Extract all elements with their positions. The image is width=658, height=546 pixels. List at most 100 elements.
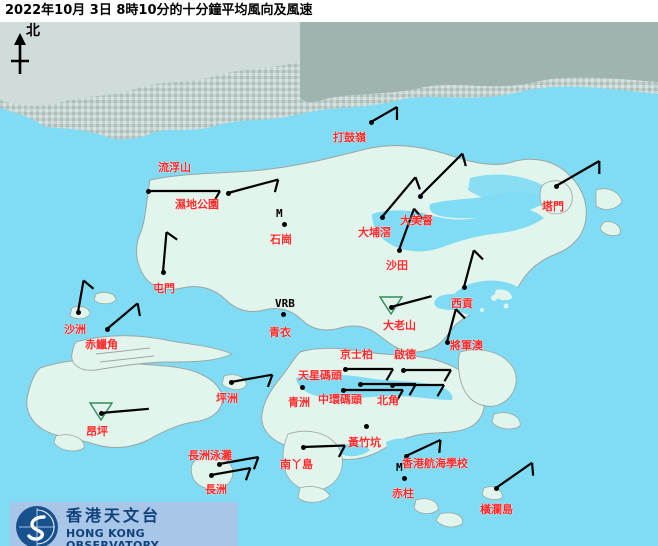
wind-map-canvas[interactable]: 流浮山 濕地公園 打鼓嶺 M 石崗 大美督 大埔滘 沙田 塔門 西貢 將軍澳 屯門 沙洲 赤鱲角 昂坪 坪洲 V… <box>0 22 658 546</box>
station-label: 大美督 <box>400 214 433 227</box>
wind-barb-flag <box>82 279 95 290</box>
hko-logo: 香港天文台 HONG KONG OBSERVATORY <box>10 502 238 546</box>
wind-barb-shaft <box>445 308 457 343</box>
wind-barb-shaft <box>381 176 417 218</box>
wind-barb-flag <box>212 190 221 203</box>
wind-barb-shaft <box>100 407 149 415</box>
station-label: 長洲泳灘 <box>188 449 232 462</box>
wind-barb-shaft <box>495 461 533 489</box>
wind-barb-layer <box>76 106 601 489</box>
station-label: 昂坪 <box>86 425 108 438</box>
wind-barb-flag <box>443 369 452 382</box>
wind-barb-flag <box>461 153 467 167</box>
station-label: 石崗 <box>270 233 292 246</box>
station-marker[interactable] <box>226 191 231 196</box>
station-marker[interactable] <box>494 486 499 491</box>
station-marker[interactable] <box>343 367 348 372</box>
wind-barb-flag <box>438 439 442 453</box>
station-marker[interactable] <box>217 462 222 467</box>
wind-barb-shaft <box>230 373 273 384</box>
wind-barb-shaft <box>76 280 85 313</box>
station-status-code: M <box>396 461 403 474</box>
north-arrow-icon <box>6 30 52 78</box>
station-label: 北角 <box>377 394 399 407</box>
wind-barb-shaft <box>106 302 139 330</box>
station-marker[interactable] <box>105 327 110 332</box>
station-marker[interactable] <box>364 424 369 429</box>
station-marker[interactable] <box>281 312 286 317</box>
station-label: 西貢 <box>451 297 473 310</box>
wind-barb-shaft <box>397 208 416 251</box>
wind-barb-flag <box>385 368 394 381</box>
station-label: 京士柏 <box>340 348 373 361</box>
station-marker[interactable] <box>401 368 406 373</box>
station-label: 天星碼頭 <box>298 369 342 382</box>
station-label: 赤柱 <box>392 487 414 500</box>
station-label: 大埔滘 <box>358 226 391 239</box>
station-label: 啟德 <box>394 348 416 361</box>
station-marker[interactable] <box>300 385 305 390</box>
station-marker[interactable] <box>418 194 423 199</box>
station-label: 南丫島 <box>280 458 313 471</box>
station-marker[interactable] <box>369 120 374 125</box>
station-status-code: VRB <box>275 297 295 310</box>
station-marker[interactable] <box>380 215 385 220</box>
hko-logo-english: HONG KONG OBSERVATORY <box>66 527 160 546</box>
station-marker[interactable] <box>229 380 234 385</box>
wind-barb-flag <box>136 303 141 317</box>
station-label: 沙田 <box>386 259 408 272</box>
wind-barb-flag <box>455 308 466 320</box>
station-marker[interactable] <box>76 310 81 315</box>
wind-barb-flag <box>266 374 274 388</box>
station-marker[interactable] <box>341 388 346 393</box>
station-label: 坪洲 <box>216 392 238 405</box>
wind-barb-shaft <box>218 455 259 466</box>
station-marker[interactable] <box>404 454 409 459</box>
wind-barb-flag <box>436 384 445 397</box>
wind-barb-flag <box>337 445 346 458</box>
station-label: 青洲 <box>288 396 310 409</box>
station-marker[interactable] <box>462 285 467 290</box>
station-marker[interactable] <box>397 248 402 253</box>
station-status-code: M <box>276 207 283 220</box>
wind-barb-flag <box>395 389 404 402</box>
wind-barb-shaft <box>419 152 464 197</box>
wind-barb-flag <box>473 249 484 261</box>
station-label: 香港航海學校 <box>402 457 468 470</box>
wind-barb-shaft <box>555 160 600 187</box>
station-marker[interactable] <box>209 473 214 478</box>
station-label: 橫瀾島 <box>480 503 513 516</box>
wind-barb-flag <box>273 179 280 193</box>
station-label: 屯門 <box>153 282 175 295</box>
station-marker[interactable] <box>161 270 166 275</box>
station-label: 青衣 <box>269 326 291 339</box>
page-title: 2022年10月 3日 8時10分的十分鐘平均風向及風速 <box>0 0 658 22</box>
station-label: 中環碼頭 <box>318 393 362 406</box>
hko-logo-chinese: 香港天文台 <box>66 506 162 525</box>
station-label: 大老山 <box>383 319 416 332</box>
station-marker[interactable] <box>358 382 363 387</box>
wind-barb-shaft <box>370 106 398 123</box>
station-marker[interactable] <box>445 340 450 345</box>
station-marker[interactable] <box>99 411 104 416</box>
wind-barb-shaft <box>390 295 432 309</box>
station-marker[interactable] <box>301 445 306 450</box>
wind-barb-shaft <box>302 444 346 449</box>
wind-barb-flag <box>414 176 421 190</box>
wind-barb-shaft <box>210 466 251 477</box>
station-marker[interactable] <box>554 184 559 189</box>
wind-barb-shaft <box>161 232 168 273</box>
station-marker[interactable] <box>390 383 395 388</box>
basemap-graphic <box>0 22 658 546</box>
wind-barb-shaft <box>227 178 279 195</box>
wind-barb-flag <box>252 456 260 470</box>
station-marker[interactable] <box>389 305 394 310</box>
station-label: 赤鱲角 <box>85 338 118 351</box>
station-marker[interactable] <box>146 189 151 194</box>
hko-swirl-logo-icon <box>16 506 58 546</box>
station-marker[interactable] <box>402 476 407 481</box>
station-marker[interactable] <box>282 222 287 227</box>
wind-barb-flag <box>165 231 178 241</box>
station-label: 濕地公園 <box>175 198 219 211</box>
